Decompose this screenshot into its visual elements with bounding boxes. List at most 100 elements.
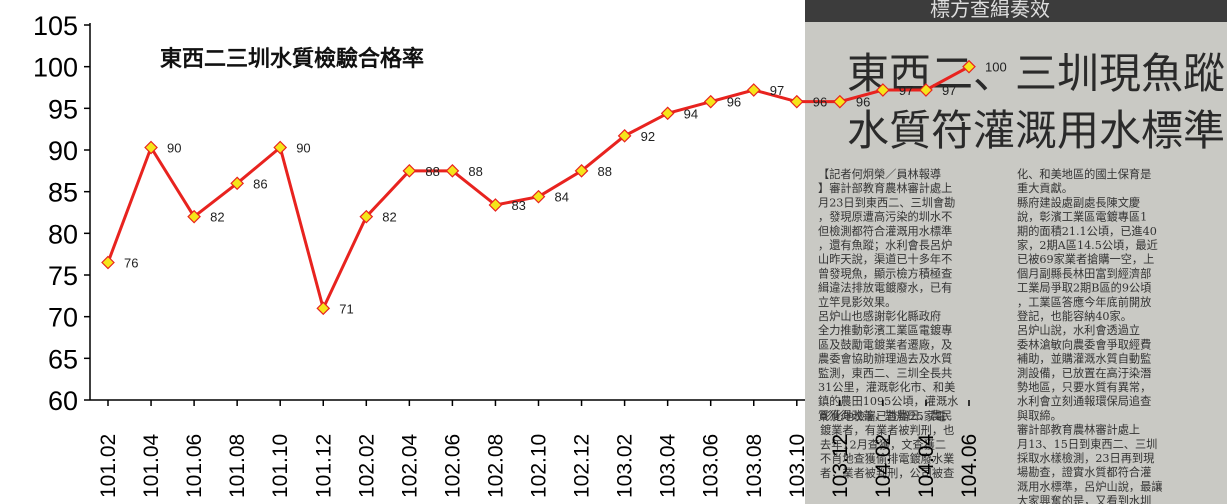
y-tick-label: 70 — [48, 303, 78, 333]
data-point-marker — [101, 255, 115, 270]
newspaper-left-line: 曾發現魚，顯示檢方積極查 — [818, 266, 952, 280]
newspaper-right-line: 大家興奮的是，又看到水圳 — [1017, 494, 1151, 504]
newspaper-right-line: 個月副縣長林田富到經濟部 — [1017, 266, 1151, 280]
newspaper-right-line: 已被69家業者搶購一空，上 — [1017, 252, 1154, 266]
x-axis: 101.02 101.04 101.06 101.08 101.10 101.12 102.… — [90, 399, 981, 498]
data-point-marker — [919, 83, 933, 97]
data-point-marker — [962, 59, 976, 74]
x-tick-label: 104.02 — [872, 434, 895, 498]
newspaper-header-band — [805, 0, 1227, 22]
data-point-marker — [531, 189, 546, 204]
newspaper-left-line: 立竿見影效果。 — [818, 295, 896, 309]
newspaper-right-line: 溉用水標準，呂炉山說，最讓 — [1017, 479, 1162, 493]
x-tick-label: 103.02 — [614, 434, 637, 498]
newspaper-right-line: 縣府建設處副處長陳文慶 — [1017, 195, 1140, 209]
newspaper-right-line: 水利會立刻通報環保局追查 — [1017, 394, 1151, 408]
data-label: 88 — [425, 164, 439, 179]
data-point-marker — [660, 106, 675, 121]
data-label: 97 — [899, 83, 913, 98]
data-label: 84 — [555, 190, 569, 205]
x-tick-label: 103.08 — [743, 434, 766, 498]
y-tick-label: 100 — [33, 53, 78, 83]
newspaper-right-line: ，工業區答應今年底前開放 — [1017, 295, 1151, 309]
series-pass-rate: 76 90 82 86 90 71 82 88 88 83 84 88 92 94 96 97 96 96 97 97… — [101, 59, 1007, 316]
x-tick-label: 102.04 — [398, 433, 421, 498]
data-point-marker — [617, 128, 632, 143]
data-label: 90 — [296, 141, 310, 156]
data-point-marker — [359, 209, 374, 224]
data-point-marker — [445, 163, 460, 178]
newspaper-left-line: ，發現原遭高污染的圳水不 — [818, 210, 952, 224]
newspaper-right-line: 審計部教育農林審計處上 — [1017, 423, 1140, 437]
newspaper-left-line: 】審計部教育農林審計處上 — [818, 181, 952, 195]
data-point-marker — [273, 140, 288, 155]
data-label: 71 — [339, 301, 353, 316]
newspaper-right-line: 測設備，已放置在高汙染潛 — [1017, 366, 1151, 380]
newspaper-bottom-line: 不肖地查獲偷排電鍍廢水業 — [820, 452, 954, 466]
data-label: 76 — [124, 256, 138, 271]
x-tick-label: 101.08 — [226, 434, 249, 498]
newspaper-photo-background — [805, 0, 1227, 504]
y-tick-label: 75 — [48, 261, 78, 291]
newspaper-photo: 標方查緝奏效 東西二、三圳現魚蹤 水質符灌溉用水標準 【記者何炯榮／員林報導】審… — [805, 0, 1227, 504]
newspaper-left-line: 但檢測都符合灌溉用水標準 — [818, 224, 952, 238]
y-tick-label: 80 — [48, 219, 78, 249]
data-label: 97 — [942, 83, 956, 98]
data-label: 97 — [770, 83, 784, 98]
data-label: 100 — [985, 60, 1007, 75]
data-point-marker — [187, 209, 201, 224]
data-label: 92 — [641, 129, 655, 144]
newspaper-right-line: 與取締。 — [1017, 408, 1062, 422]
newspaper-bottom-line: 彰化地檢署已查辦25家電 — [820, 409, 946, 423]
y-axis: 60 65 70 75 80 85 90 95 100 105 — [33, 11, 91, 416]
chart-title: 東西二三圳水質檢驗合格率 — [160, 46, 424, 72]
newspaper-bottom-line: 者，業者被判刑，公司被查 — [820, 466, 954, 480]
newspaper-right-line: 重大貢獻。 — [1017, 181, 1073, 195]
data-point-marker — [833, 94, 847, 109]
data-point-marker — [789, 94, 804, 109]
newspaper-right-line: 場勘查，證實水質都符合灌 — [1017, 465, 1151, 479]
newspaper-right-line: 工業局爭取2期B區的9公頃 — [1017, 281, 1151, 295]
data-point-marker — [316, 301, 331, 316]
newspaper-left-line: 31公里，灌溉彰化市、和美 — [818, 380, 955, 394]
newspaper-column-bottom: 彰化地檢署已查辦25家電鍍業者，有業者被判刑，也去年12月查獲，文查獲二不肖地查… — [820, 409, 954, 480]
newspaper-right-line: 勢地區，只要水質有異常， — [1017, 380, 1151, 394]
x-tick-label: 101.10 — [269, 434, 292, 498]
newspaper-right-line: 委林滄敏向農委會爭取經費 — [1017, 337, 1151, 351]
data-label: 82 — [210, 210, 224, 225]
x-tick-label: 101.12 — [312, 434, 335, 498]
data-point-marker — [488, 198, 503, 212]
newspaper-right-line: 說，彰濱工業區電鍍專區1 — [1017, 210, 1147, 224]
data-label: 88 — [598, 164, 612, 179]
newspaper-right-line: 家，2期A區14.5公頃，最近 — [1017, 238, 1158, 252]
newspaper-right-line: 期的面積21.1公頃，已進40 — [1017, 224, 1157, 238]
newspaper-right-line: 月13、15日到東西二、三圳 — [1017, 438, 1157, 451]
newspaper-left-line: 全力推動彰濱工業區電鍍專 — [818, 323, 952, 337]
newspaper-left-line: 鎮的農田1095公頃，灌溉水 — [818, 394, 958, 408]
data-label: 86 — [253, 176, 267, 191]
data-label: 83 — [511, 198, 525, 213]
newspaper-left-line: 監測，東西二、三圳全長共 — [818, 366, 952, 380]
x-tick-label: 103.04 — [657, 433, 680, 498]
newspaper-left-line: 月23日到東西二、三圳會勘 — [818, 195, 955, 209]
x-tick-label: 101.02 — [97, 434, 120, 498]
data-point-marker — [746, 83, 761, 97]
newspaper-left-line: 【記者何炯榮／員林報導 — [818, 167, 941, 181]
y-tick-label: 60 — [48, 386, 78, 416]
data-label: 88 — [468, 164, 482, 179]
data-point-marker — [876, 83, 890, 97]
x-tick-label: 103.12 — [829, 434, 852, 498]
x-tick-label: 104.06 — [958, 434, 981, 498]
newspaper-left-line: 緝違法排放電鍍廢水，已有 — [818, 281, 952, 295]
newspaper-bottom-line: 鍍業者，有業者被判刑，也 — [820, 423, 954, 437]
x-tick-label: 103.06 — [700, 434, 723, 498]
x-tick-label: 102.06 — [441, 434, 464, 498]
newspaper-left-line: 農委會協助辦理過去及水質 — [818, 352, 952, 366]
data-point-marker — [230, 176, 244, 191]
x-tick-label: 102.02 — [355, 434, 378, 498]
newspaper-right-line: 登記，也能容納40家。 — [1017, 309, 1132, 323]
data-label: 94 — [684, 106, 698, 121]
x-tick-label: 102.10 — [528, 434, 551, 498]
newspaper-left-line: 呂炉山也感謝彰化縣政府 — [818, 309, 941, 323]
